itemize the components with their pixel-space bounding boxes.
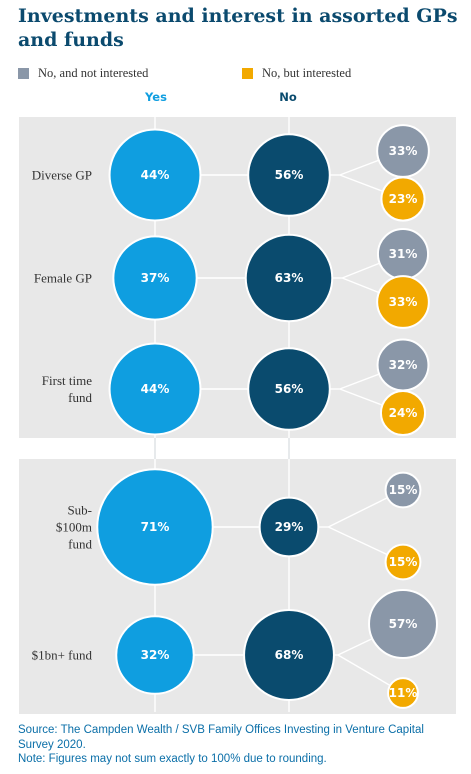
bubble-no-3 [258, 496, 320, 558]
bubble-interested-1 [376, 275, 430, 329]
label-no-3: 29% [275, 520, 304, 534]
legend-swatch-interested [242, 68, 253, 79]
label-no-1: 63% [275, 271, 304, 285]
label-not-interested-1: 31% [389, 247, 418, 261]
column-header-yes: Yes [145, 90, 167, 104]
row-label-0-0: Diverse GP [32, 168, 92, 183]
bubble-interested-3 [384, 543, 422, 581]
label-no-0: 56% [275, 168, 304, 182]
bubble-no-4 [243, 609, 335, 701]
bubble-yes-1 [112, 235, 198, 321]
bubble-yes-4 [115, 615, 195, 695]
bubble-interested-2 [379, 389, 427, 437]
label-no-2: 56% [275, 382, 304, 396]
legend-label-not-interested: No, and not interested [38, 66, 149, 80]
bubble-yes-2 [108, 342, 202, 436]
note-line: Note: Figures may not sum exactly to 100… [18, 753, 327, 765]
row-label-1-0: Female GP [34, 271, 92, 286]
bubble-no-1 [244, 233, 334, 323]
bubble-not-interested-4 [368, 589, 438, 659]
legend-item-interested: No, but interested [242, 66, 351, 81]
label-yes-3: 71% [141, 520, 170, 534]
column-header-no: No [279, 90, 297, 104]
row-label-4-0: $1bn+ fund [32, 648, 93, 663]
bubble-interested-0 [380, 176, 426, 222]
bubble-not-interested-3 [384, 471, 422, 509]
label-interested-4: 11% [389, 686, 418, 700]
bubble-yes-0 [108, 128, 202, 222]
source-line-2: Survey 2020. [18, 738, 86, 751]
source-note: Source: The Campden Wealth / SVB Family … [18, 723, 458, 767]
label-not-interested-4: 57% [389, 617, 418, 631]
panel-bottom [19, 459, 456, 714]
legend-item-not-interested: No, and not interested [18, 66, 148, 81]
row-label-3-1: $100m [56, 520, 92, 535]
row-label-3-2: fund [68, 537, 92, 552]
bubble-interested-4 [387, 677, 419, 709]
bubble-yes-3 [96, 468, 214, 586]
label-not-interested-3: 15% [389, 483, 418, 497]
chart-title: Investments and interest in assorted GPs… [18, 5, 458, 51]
label-interested-0: 23% [389, 192, 418, 206]
label-yes-0: 44% [141, 168, 170, 182]
label-not-interested-0: 33% [389, 144, 418, 158]
label-yes-1: 37% [141, 271, 170, 285]
row-label-2-1: fund [68, 390, 92, 405]
bubble-no-0 [247, 133, 331, 217]
label-yes-4: 32% [141, 648, 170, 662]
bubble-no-2 [247, 347, 331, 431]
label-yes-2: 44% [141, 382, 170, 396]
legend-label-interested: No, but interested [262, 66, 352, 80]
source-line-1: Source: The Campden Wealth / SVB Family … [18, 724, 424, 736]
label-interested-2: 24% [389, 406, 418, 420]
row-label-3-0: Sub- [67, 503, 92, 518]
row-label-2-0: First time [42, 373, 92, 388]
label-not-interested-2: 32% [389, 358, 418, 372]
legend-swatch-not-interested [18, 68, 29, 79]
label-interested-3: 15% [389, 555, 418, 569]
label-no-4: 68% [275, 648, 304, 662]
label-interested-1: 33% [389, 295, 418, 309]
